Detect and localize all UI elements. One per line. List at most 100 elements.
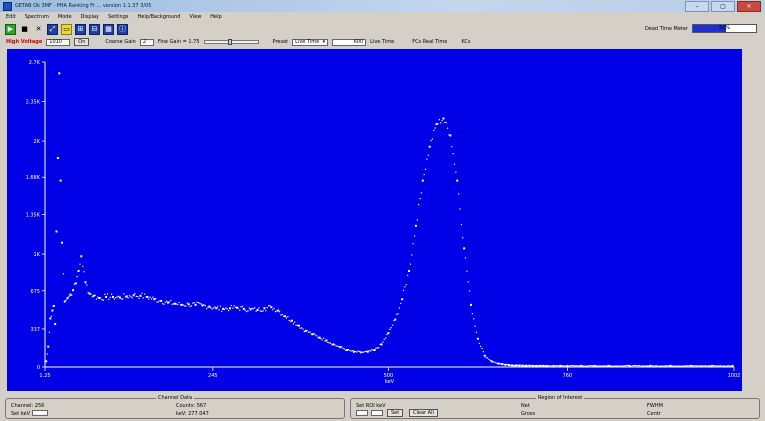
coarse-gain-field[interactable]: 2 <box>139 38 154 46</box>
title-bar: GETAB Ok 3MF · PHA Ranking Fr ... versio… <box>0 0 765 12</box>
channel-label: Channel: 256 <box>11 403 45 409</box>
grid-icon[interactable]: ▦ <box>103 23 114 35</box>
zoom-icon[interactable]: ⤢ <box>47 23 58 35</box>
data-point <box>208 305 211 308</box>
preset-value-field[interactable]: 600 <box>332 38 367 46</box>
maximize-button[interactable]: ▢ <box>711 1 735 12</box>
data-point <box>716 365 718 367</box>
info-icon[interactable]: ⓘ <box>117 23 128 35</box>
play-icon[interactable]: ▶ <box>5 23 16 35</box>
data-point <box>279 311 281 313</box>
data-point <box>684 365 686 367</box>
data-point <box>609 365 611 367</box>
data-point <box>557 365 559 367</box>
menu-view[interactable]: View <box>189 14 202 20</box>
kcs-label: KCs <box>461 39 471 45</box>
data-point <box>426 158 428 160</box>
data-point <box>729 365 731 367</box>
data-point <box>221 310 223 312</box>
high-voltage-field[interactable]: 1010 <box>46 38 71 46</box>
data-point <box>566 364 569 367</box>
data-point <box>235 306 238 309</box>
channel-data-group: Channel Data Channel: 256 Counts: 567 Se… <box>5 395 345 419</box>
data-point <box>218 309 220 311</box>
data-point <box>672 365 674 367</box>
data-point <box>731 364 734 367</box>
data-point <box>536 365 539 367</box>
data-point <box>610 365 612 367</box>
data-point <box>558 365 560 367</box>
data-point <box>183 305 186 307</box>
roi-start-field[interactable] <box>356 410 368 416</box>
roi-clear-button[interactable]: Clear All <box>409 409 438 417</box>
data-point <box>321 339 323 341</box>
data-point <box>463 247 466 250</box>
data-point <box>58 72 61 75</box>
menu-display[interactable]: Display <box>80 14 99 20</box>
data-point <box>69 293 72 296</box>
stop-icon[interactable]: ■ <box>21 25 28 33</box>
menu-background[interactable]: Help/Background <box>137 14 181 20</box>
data-point <box>168 301 171 303</box>
data-point <box>451 146 453 148</box>
data-point <box>702 365 704 367</box>
data-point <box>248 307 250 309</box>
data-point <box>270 306 273 309</box>
data-point <box>431 138 434 140</box>
data-point <box>418 204 420 206</box>
data-point <box>180 303 183 306</box>
menu-spectrum[interactable]: Spectrum <box>24 14 49 20</box>
data-point <box>214 306 216 308</box>
data-point <box>489 359 491 362</box>
data-point <box>521 364 524 367</box>
close-button[interactable]: ✕ <box>737 1 761 12</box>
data-point <box>63 300 66 303</box>
data-point <box>580 364 583 367</box>
set-kev-field[interactable] <box>32 410 48 416</box>
minimize-button[interactable]: – <box>685 1 709 12</box>
data-point <box>332 343 335 346</box>
menu-edit[interactable]: Edit <box>6 14 16 20</box>
spectrum-chart[interactable]: 0 337 675 1K 1.35K 1.68K 2K 2.35K 2.7K 1.25 245 500… <box>7 49 742 391</box>
menu-help[interactable]: Help <box>210 14 222 20</box>
data-point <box>622 365 624 367</box>
data-point <box>571 365 573 367</box>
data-point <box>118 296 121 299</box>
roi-set-button[interactable]: Set <box>387 409 404 417</box>
fine-gain-slider[interactable] <box>203 39 259 45</box>
data-point <box>335 345 337 347</box>
compare-icon[interactable]: ⊞ <box>75 23 86 35</box>
data-point <box>379 343 381 346</box>
export-icon[interactable]: ⊟ <box>89 23 100 35</box>
data-point <box>617 365 619 367</box>
data-point <box>442 117 445 120</box>
data-point <box>212 307 215 309</box>
high-voltage-toggle[interactable]: On <box>74 38 90 46</box>
data-point <box>446 127 449 129</box>
menu-settings[interactable]: Settings <box>107 14 129 20</box>
preset-mode-select[interactable]: Live Time ▾ <box>292 38 329 46</box>
region-icon[interactable]: ▭ <box>61 23 72 35</box>
data-point <box>116 296 118 298</box>
data-point <box>179 304 182 306</box>
data-point <box>82 265 84 268</box>
data-point <box>441 120 443 122</box>
data-point <box>334 344 336 346</box>
data-point <box>554 365 556 367</box>
data-point <box>130 296 132 298</box>
data-point <box>604 365 606 367</box>
clear-icon[interactable]: ✕ <box>35 25 42 33</box>
data-point <box>698 365 700 367</box>
spectrum-plot[interactable]: 0 337 675 1K 1.35K 1.68K 2K 2.35K 2.7K 1.25 245 500… <box>7 49 742 391</box>
data-point <box>285 317 288 319</box>
roi-end-field[interactable] <box>371 410 383 416</box>
data-point <box>104 293 106 296</box>
data-point <box>452 153 454 155</box>
data-point <box>632 365 634 367</box>
data-point <box>343 348 345 350</box>
fine-gain-slider-thumb[interactable] <box>228 39 233 45</box>
y-tick-label: 337 <box>30 327 40 333</box>
data-point <box>200 303 202 305</box>
menu-mode[interactable]: Mode <box>57 14 72 20</box>
data-point <box>251 307 253 310</box>
